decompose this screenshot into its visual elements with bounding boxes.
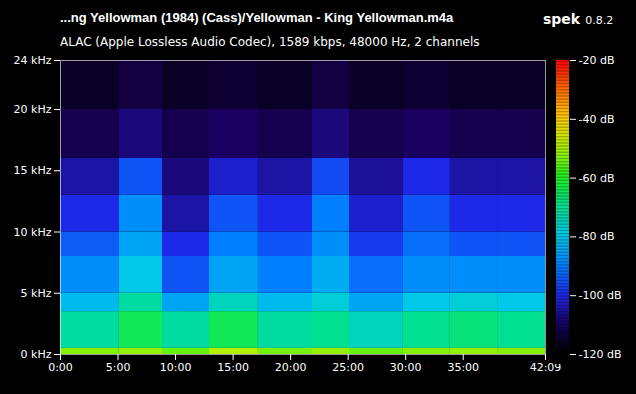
- svg-text:-120 dB: -120 dB: [579, 348, 622, 361]
- svg-text:42:09: 42:09: [529, 361, 562, 375]
- html-text:spek 0.8.2: spek 0.8.2: [543, 11, 614, 27]
- svg-text:0 kHz: 0 kHz: [21, 348, 52, 361]
- svg-text:20:00: 20:00: [275, 361, 307, 374]
- svg-text:-80 dB: -80 dB: [579, 230, 615, 243]
- svg-text:24 kHz: 24 kHz: [14, 54, 52, 67]
- svg-text:35:00: 35:00: [447, 361, 479, 374]
- html-text:...ng Yellowman (1984) (Cass)/: ...ng Yellowman (1984) (Cass)/Yellowman …: [60, 10, 454, 25]
- svg-text:25:00: 25:00: [332, 361, 364, 374]
- svg-text:15:00: 15:00: [217, 361, 249, 374]
- svg-text:-20 dB: -20 dB: [579, 54, 615, 67]
- svg-text:15 kHz: 15 kHz: [14, 164, 52, 177]
- svg-text:-100 dB: -100 dB: [579, 289, 622, 302]
- svg-text:10:00: 10:00: [160, 361, 192, 374]
- svg-text:20 kHz: 20 kHz: [14, 103, 52, 116]
- svg-text:0:00: 0:00: [48, 361, 73, 374]
- svg-text:30:00: 30:00: [390, 361, 422, 374]
- svg-text:-60 dB: -60 dB: [579, 172, 615, 185]
- svg-text:5 kHz: 5 kHz: [21, 287, 52, 300]
- svg-text:-40 dB: -40 dB: [579, 113, 615, 126]
- svg-text:10 kHz: 10 kHz: [14, 226, 52, 239]
- svg-text:5:00: 5:00: [106, 361, 131, 374]
- html-text:ALAC (Apple Lossless Audio Cod: ALAC (Apple Lossless Audio Codec), 1589 …: [60, 35, 480, 49]
